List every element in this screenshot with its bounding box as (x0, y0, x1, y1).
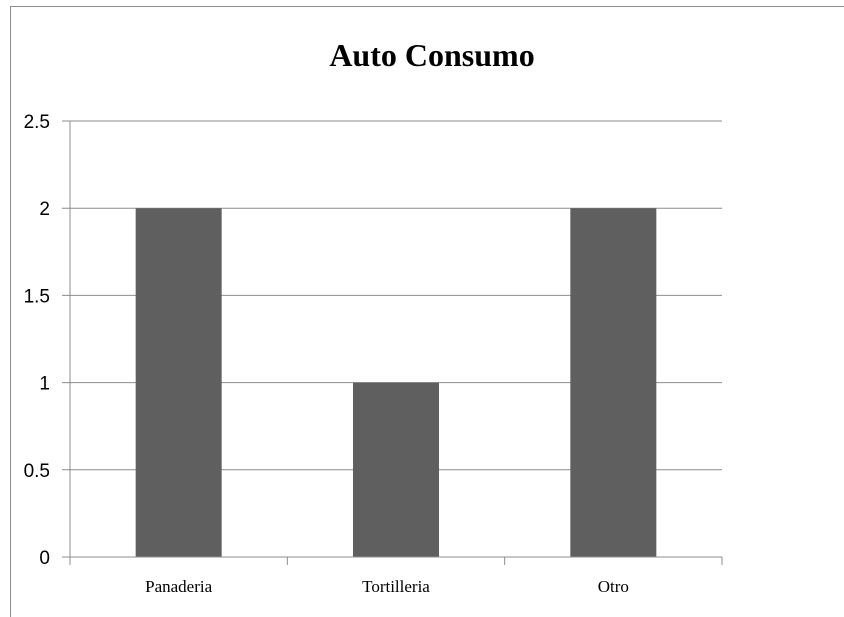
x-tick-label: Panaderia (145, 577, 212, 596)
y-tick-label: 1 (39, 374, 50, 395)
chart-frame (10, 6, 844, 617)
bar-otro (570, 208, 657, 557)
chart-title: Auto Consumo (329, 37, 534, 73)
x-tick-label: Tortilleria (362, 577, 430, 596)
bar-tortilleria (353, 382, 439, 557)
bars (135, 208, 657, 557)
y-tick-label: 0.5 (24, 461, 50, 482)
y-axis-ticks: 0 0.5 1 1.5 2 2.5 (24, 112, 50, 569)
y-tick-label: 1.5 (24, 286, 50, 307)
y-tick-label: 0 (39, 548, 50, 569)
y-tick-label: 2 (39, 199, 50, 220)
x-axis: Panaderia Tortilleria Otro (62, 121, 723, 596)
x-tick-label: Otro (598, 577, 629, 596)
bar-panaderia (135, 208, 222, 557)
y-tick-label: 2.5 (24, 112, 50, 133)
